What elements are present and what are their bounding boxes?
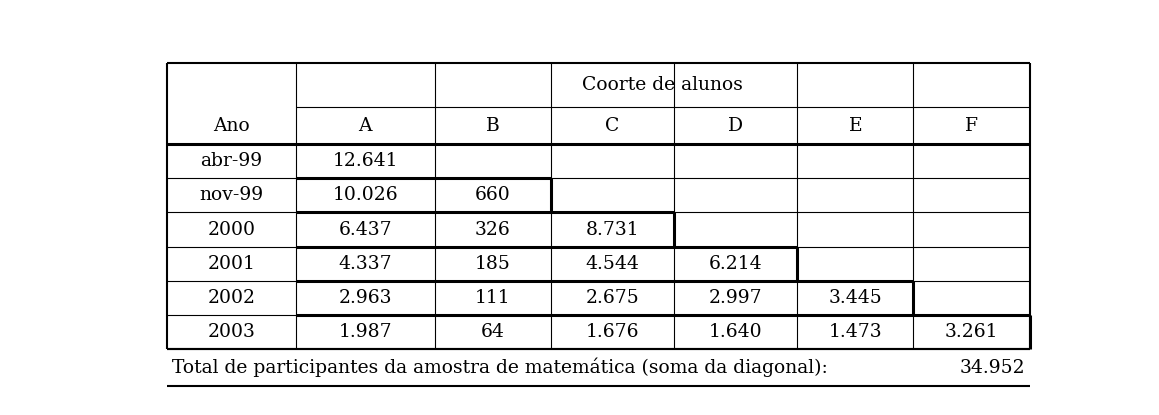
Text: 185: 185 [475, 255, 511, 273]
Text: E: E [848, 117, 862, 135]
Text: 8.731: 8.731 [585, 220, 639, 239]
Text: B: B [486, 117, 500, 135]
Text: 2001: 2001 [207, 255, 255, 273]
Text: 6.214: 6.214 [709, 255, 763, 273]
Text: 4.337: 4.337 [338, 255, 392, 273]
Text: D: D [728, 117, 743, 135]
Text: Total de participantes da amostra de matemática (soma da diagonal):: Total de participantes da amostra de mat… [172, 358, 828, 377]
Text: F: F [965, 117, 978, 135]
Text: 6.437: 6.437 [338, 220, 392, 239]
Text: A: A [358, 117, 372, 135]
Text: Coorte de alunos: Coorte de alunos [582, 76, 743, 94]
Text: 2000: 2000 [207, 220, 256, 239]
Text: 1.676: 1.676 [585, 323, 639, 341]
Text: 34.952: 34.952 [960, 359, 1026, 376]
Text: 2.963: 2.963 [338, 289, 392, 307]
Text: 1.640: 1.640 [709, 323, 763, 341]
Text: 326: 326 [475, 220, 510, 239]
Text: 660: 660 [475, 186, 510, 204]
Text: 2.997: 2.997 [709, 289, 763, 307]
Text: nov-99: nov-99 [199, 186, 263, 204]
Text: 1.987: 1.987 [338, 323, 392, 341]
Text: Ano: Ano [213, 117, 250, 135]
Text: C: C [605, 117, 620, 135]
Text: abr-99: abr-99 [201, 152, 263, 170]
Text: 1.473: 1.473 [829, 323, 882, 341]
Text: 4.544: 4.544 [585, 255, 640, 273]
Text: 12.641: 12.641 [333, 152, 398, 170]
Text: 2002: 2002 [207, 289, 256, 307]
Text: 3.261: 3.261 [945, 323, 998, 341]
Text: 111: 111 [475, 289, 510, 307]
Text: 10.026: 10.026 [333, 186, 398, 204]
Text: 2003: 2003 [207, 323, 255, 341]
Text: 64: 64 [481, 323, 504, 341]
Text: 3.445: 3.445 [829, 289, 882, 307]
Text: 2.675: 2.675 [585, 289, 640, 307]
